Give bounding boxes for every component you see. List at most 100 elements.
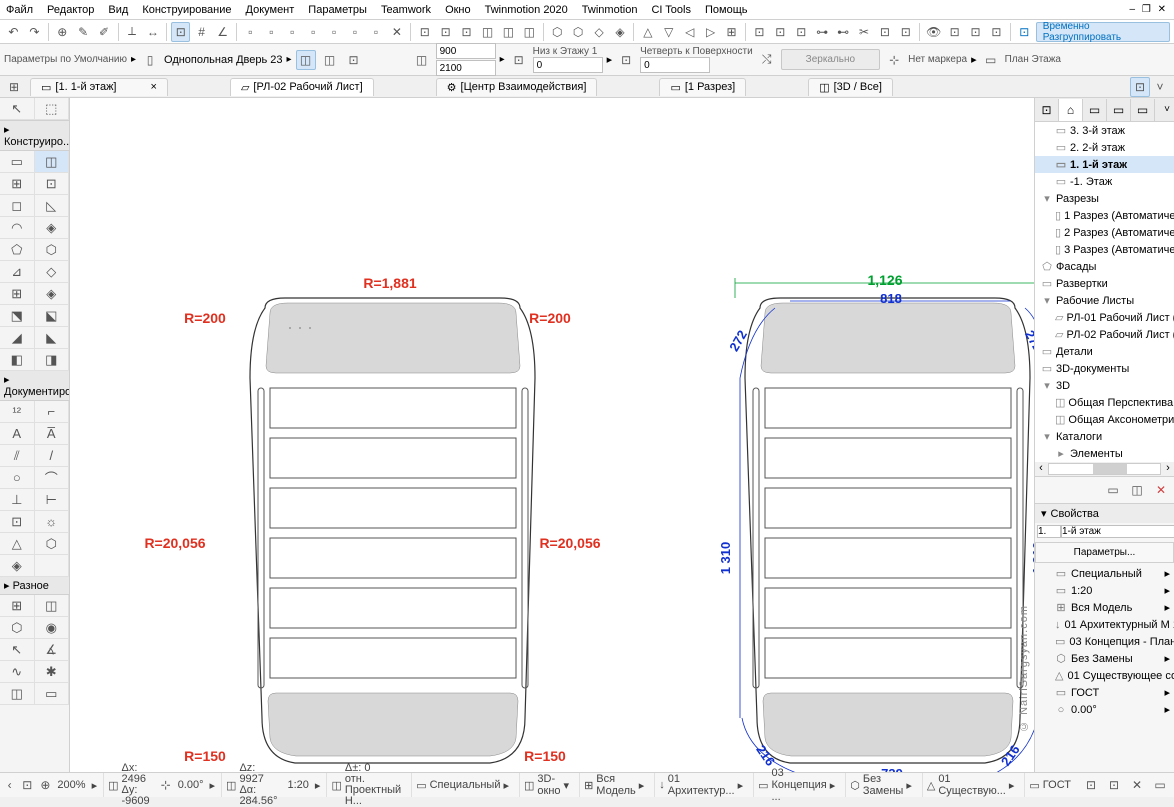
tool-icon[interactable]: ◇: [590, 22, 609, 42]
tool-icon[interactable]: ⊡: [896, 22, 915, 42]
toolbox-tool[interactable]: ◣: [35, 327, 70, 349]
menu-item[interactable]: Конструирование: [142, 4, 231, 16]
plan-label[interactable]: План Этажа: [1005, 54, 1061, 65]
toolbox-tool[interactable]: ◈: [0, 555, 35, 577]
height-input[interactable]: [436, 60, 496, 76]
menu-item[interactable]: Помощь: [705, 4, 748, 16]
grid-icon[interactable]: #: [192, 22, 211, 42]
view-tab[interactable]: ⚙[Центр Взаимодействия]: [436, 78, 598, 96]
tool-icon[interactable]: ✕: [387, 22, 406, 42]
tool-icon[interactable]: ⊡: [771, 22, 790, 42]
dropper-icon[interactable]: ✐: [95, 22, 114, 42]
angle-value[interactable]: 0.00°: [178, 779, 204, 791]
dimstd[interactable]: ГОСТ: [1043, 779, 1071, 791]
toolbox-tool[interactable]: ⫽: [0, 445, 35, 467]
window-controls[interactable]: – ❐ ✕: [1130, 4, 1168, 15]
property-row[interactable]: △01 Существующее состояние▸: [1035, 667, 1174, 684]
tree-item[interactable]: ▯2 Разрез (Автоматиче: [1035, 224, 1174, 241]
toolbox-tool[interactable]: ○: [0, 467, 35, 489]
surf-input[interactable]: [640, 57, 710, 73]
tool-icon[interactable]: ⊷: [834, 22, 853, 42]
flip-icon[interactable]: ⤭: [757, 50, 777, 70]
property-row[interactable]: ▭1:20▸: [1035, 582, 1174, 599]
tool-icon[interactable]: ▫: [262, 22, 281, 42]
wand-icon[interactable]: ✎: [74, 22, 93, 42]
reno[interactable]: 01 Существую...: [938, 773, 1006, 797]
scale-value[interactable]: 1:20: [287, 779, 308, 791]
tree-item[interactable]: ◫Общая Перспектива: [1035, 394, 1174, 411]
sb-icon[interactable]: ⊡: [1081, 775, 1101, 795]
toolbox-tool[interactable]: ◉: [35, 617, 70, 639]
tree-item[interactable]: ▭3. 3-й этаж: [1035, 122, 1174, 139]
property-row[interactable]: ○0.00°▸: [1035, 701, 1174, 718]
tool-icon[interactable]: ◁: [680, 22, 699, 42]
eye-icon[interactable]: 👁: [924, 22, 943, 42]
tree-item[interactable]: ▯1 Разрез (Автоматиче: [1035, 207, 1174, 224]
property-row[interactable]: ⬡Без Замены▸: [1035, 650, 1174, 667]
model-filter[interactable]: Вся Модель: [596, 773, 635, 797]
dim-icon[interactable]: ◫: [412, 50, 432, 70]
toolbox-tool[interactable]: ¹²: [0, 401, 35, 423]
toolbox-tool[interactable]: ⬡: [35, 533, 70, 555]
toolbox-section-header[interactable]: ▸ Разное: [0, 577, 69, 595]
toolbox-tool[interactable]: ◻: [0, 195, 35, 217]
project-tree[interactable]: ▭3. 3-й этаж▭2. 2-й этаж▭1. 1-й этаж▭-1.…: [1035, 122, 1174, 462]
tree-item[interactable]: ▸Элементы: [1035, 445, 1174, 462]
toolbox-tool[interactable]: [35, 555, 70, 577]
toolbox-section-header[interactable]: ▸ Конструиро...: [0, 121, 69, 151]
new-icon[interactable]: ▭: [1103, 480, 1123, 500]
toolbox-tool[interactable]: ⊡: [0, 511, 35, 533]
undo-icon[interactable]: ↶: [4, 22, 23, 42]
tool-icon[interactable]: ▽: [659, 22, 678, 42]
tree-item[interactable]: ▭-1. Этаж: [1035, 173, 1174, 190]
tool-icon[interactable]: ⊡: [875, 22, 894, 42]
tool-icon[interactable]: ◫: [520, 22, 539, 42]
toolbox-tool[interactable]: ⊿: [0, 261, 35, 283]
view-mode[interactable]: 3D-окно: [537, 773, 560, 797]
tool-icon[interactable]: ▷: [701, 22, 720, 42]
tree-item[interactable]: ⬠Фасады: [1035, 258, 1174, 275]
story-num-input[interactable]: [1037, 525, 1061, 538]
toolbox-tool[interactable]: ⊞: [0, 173, 35, 195]
tool-icon[interactable]: ⊡: [945, 22, 964, 42]
measure-icon[interactable]: ↔: [143, 22, 162, 42]
toolbox-tool[interactable]: ◨: [35, 349, 70, 371]
toolbox-tool[interactable]: ◫: [35, 595, 70, 617]
tool-icon[interactable]: △: [638, 22, 657, 42]
override[interactable]: Без Замены: [863, 773, 903, 797]
tree-item[interactable]: ▾Разрезы: [1035, 190, 1174, 207]
zoom-value[interactable]: 200%: [57, 779, 85, 791]
sb-icon[interactable]: ‹: [4, 775, 15, 795]
toolbox-tool[interactable]: ◈: [35, 283, 70, 305]
toolbox-tool[interactable]: ⬔: [0, 305, 35, 327]
toolbox-tool[interactable]: ▭: [0, 151, 35, 173]
story-name-input[interactable]: [1061, 525, 1174, 538]
tool-icon[interactable]: ◫: [478, 22, 497, 42]
width-input[interactable]: [436, 43, 496, 59]
tree-item[interactable]: ▱РЛ-02 Рабочий Лист (: [1035, 326, 1174, 343]
toolbox-section-header[interactable]: ▸ Документиро...: [0, 371, 69, 401]
sb-icon[interactable]: ⊡: [1104, 775, 1124, 795]
toolbox-tool[interactable]: ↖: [0, 639, 35, 661]
toolbox-tool[interactable]: ⌒: [35, 467, 70, 489]
tool-icon[interactable]: ◈: [611, 22, 630, 42]
tool-icon[interactable]: ⊡: [966, 22, 985, 42]
mirror-button[interactable]: Зеркально: [781, 49, 880, 70]
property-row[interactable]: ▭03 Концепция - Планы▸: [1035, 633, 1174, 650]
copy-icon[interactable]: ◫: [1127, 480, 1147, 500]
plan-icon[interactable]: ▭: [981, 50, 1001, 70]
toolbox-tool[interactable]: ▭: [35, 683, 70, 705]
tree-scrollbar[interactable]: ‹›: [1035, 462, 1174, 476]
toolbox-tool[interactable]: ⌐: [35, 401, 70, 423]
property-row[interactable]: ▭ГОСТ▸: [1035, 684, 1174, 701]
pick-icon[interactable]: ⊕: [53, 22, 72, 42]
snap-icon[interactable]: ⊡: [171, 22, 190, 42]
menu-item[interactable]: Окно: [445, 4, 471, 16]
floor-input[interactable]: [533, 57, 603, 73]
layerset[interactable]: Специальный: [430, 779, 501, 791]
reveal-icon[interactable]: ⊡: [616, 50, 636, 70]
toolbox-tool[interactable]: ◫: [35, 151, 70, 173]
sb-icon[interactable]: ▭: [1150, 775, 1170, 795]
ungroup-button[interactable]: Временно Разгруппировать: [1036, 22, 1170, 42]
tree-item[interactable]: ▭Детали: [1035, 343, 1174, 360]
